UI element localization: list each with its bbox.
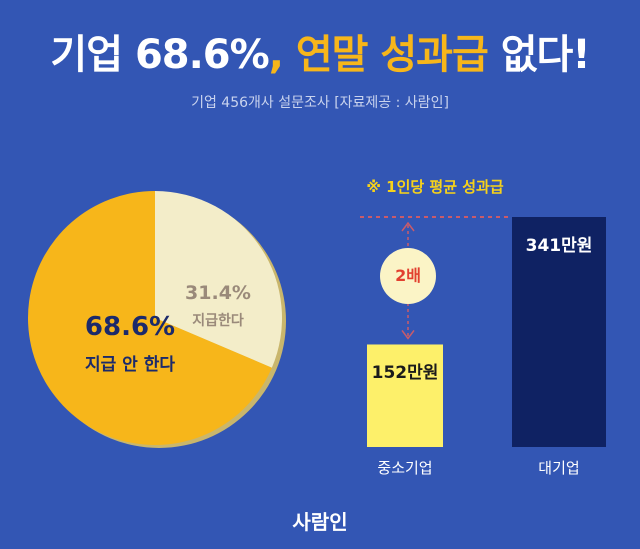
ratio-badge: 2배 bbox=[380, 248, 436, 304]
brand-logo: 사람인 bbox=[292, 510, 348, 534]
pie-txt-no-pay: 지급 안 한다 bbox=[84, 355, 176, 375]
bar-note: ※ 1인당 평균 성과급 bbox=[366, 178, 504, 196]
page-title: 기업 68.6%, 연말 성과급 없다! bbox=[0, 22, 640, 80]
bar-chart bbox=[360, 216, 606, 447]
pie-label-no-pay: 68.6% 지급 안 한다 bbox=[40, 312, 220, 375]
bar-value-label-large: 341만원 bbox=[525, 236, 593, 256]
pie-label-pay: 31.4% 지급한다 bbox=[168, 282, 268, 330]
title-accent: 연말 성과급 bbox=[295, 32, 489, 78]
pie-txt-pay: 지급한다 bbox=[192, 313, 244, 329]
pie-chart bbox=[28, 191, 286, 448]
pie-pct-no-pay: 68.6% bbox=[84, 312, 176, 342]
bar-large bbox=[512, 217, 606, 447]
ratio-arrow-up-icon bbox=[401, 221, 415, 232]
title-part2: 없다! bbox=[500, 32, 591, 78]
page-subtitle: 기업 456개사 설문조사 [자료제공 : 사람인] bbox=[191, 95, 449, 111]
title-part1: 기업 68.6% bbox=[50, 32, 269, 78]
bar-category-sme: 중소기업 bbox=[377, 459, 433, 477]
ratio-arrow-down-icon bbox=[401, 330, 415, 340]
bar-sme bbox=[367, 344, 443, 447]
pie-pct-pay: 31.4% bbox=[185, 282, 251, 304]
bar-value-label-sme: 152만원 bbox=[371, 363, 439, 384]
title-dot: , bbox=[268, 32, 284, 78]
pie-slice-pay bbox=[155, 191, 282, 368]
pie-slice-no-pay bbox=[28, 191, 272, 445]
bar-category-large: 대기업 bbox=[538, 459, 580, 477]
